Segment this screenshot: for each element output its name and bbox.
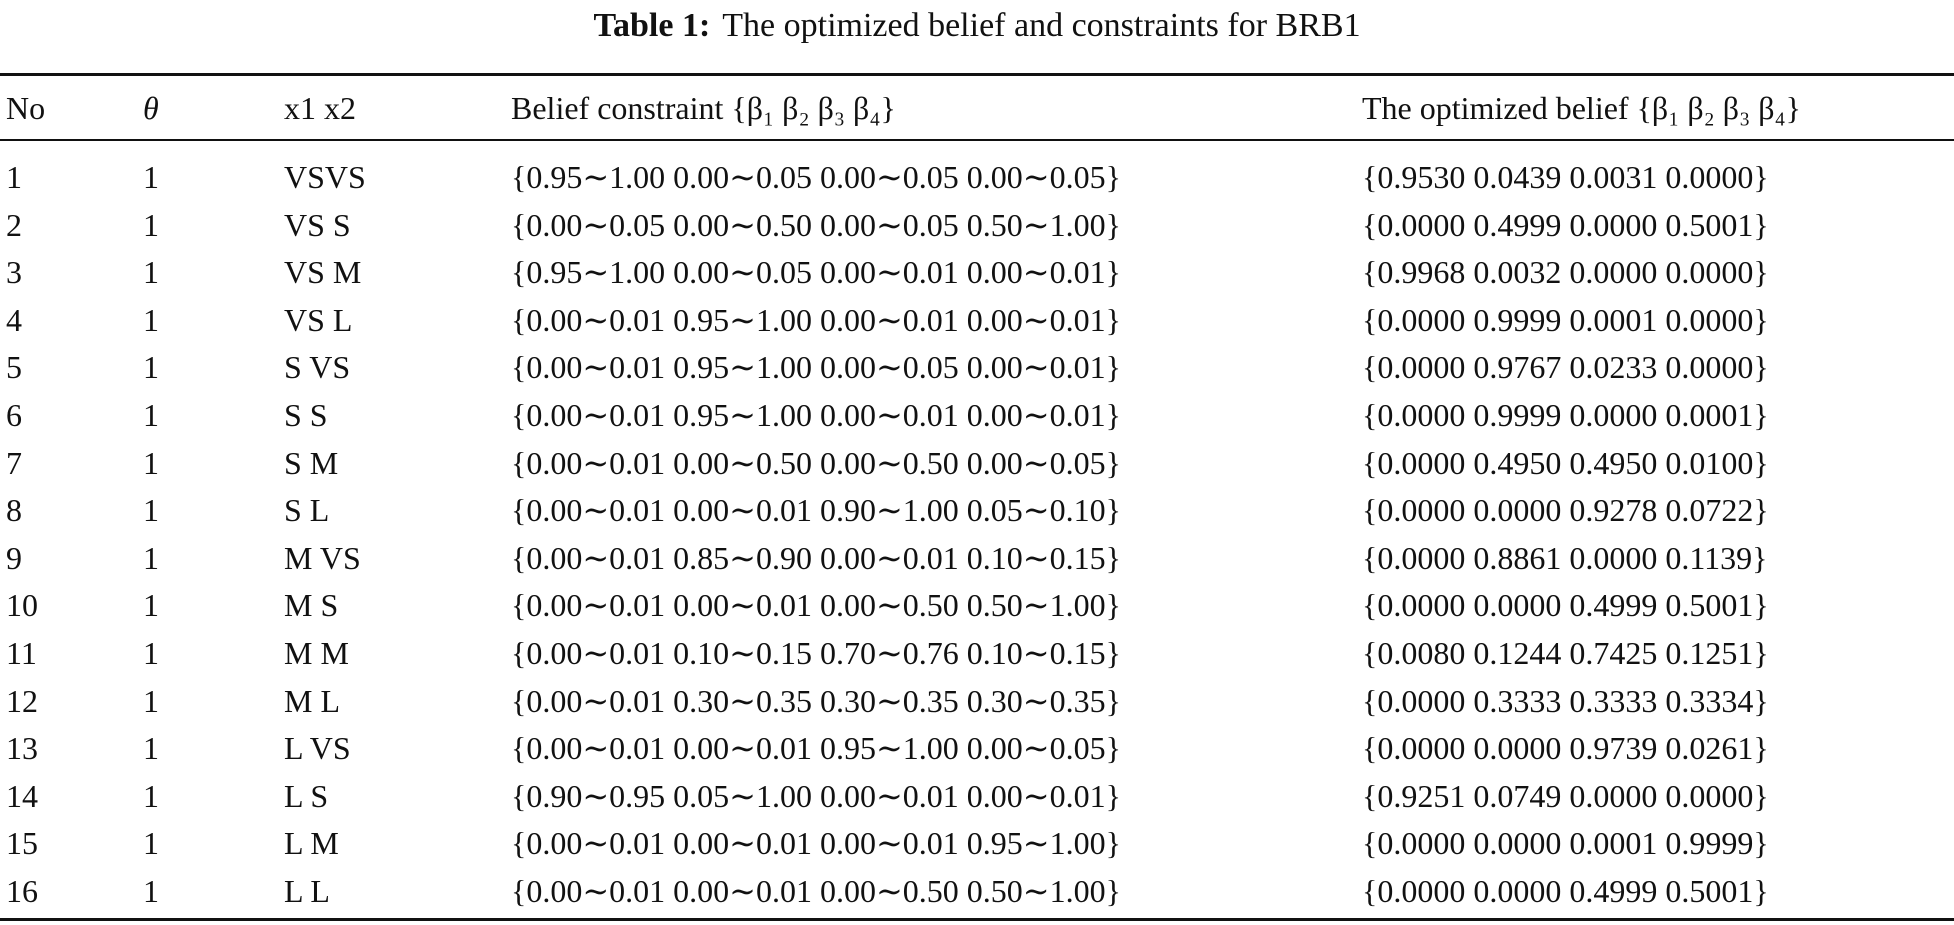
cell-x1-x2: M M [284, 635, 349, 671]
cell-no: 2 [6, 206, 22, 243]
cell-theta: 1 [143, 254, 159, 291]
title-text: The optimized belief and constraints for… [722, 7, 1361, 44]
cell-x1-x2: M S [284, 587, 339, 624]
header-no: No [6, 90, 46, 126]
cell-optimized-belief: {0.0000 0.9999 0.0000 0.0001} [1362, 397, 1769, 433]
cell-theta: 1 [143, 873, 159, 909]
header-x1-x2: x1 x2 [284, 90, 356, 126]
cell-no: 16 [6, 873, 38, 909]
cell-theta: 1 [143, 635, 159, 671]
cell-x1-x2: VS S [284, 206, 351, 243]
cell-x1-x2: S S [284, 397, 328, 433]
cell-theta: 1 [143, 777, 159, 814]
cell-no: 8 [6, 492, 22, 529]
cell-x1-x2: L L [284, 873, 330, 909]
cell-theta: 1 [143, 397, 159, 433]
cell-belief-constraint: {0.00∼0.01 0.85∼0.90 0.00∼0.01 0.10∼0.15… [511, 539, 1121, 576]
header-belief-constraint: Belief constraint {β₁ β₂ β₃ β₄} [511, 90, 896, 126]
cell-belief-constraint: {0.00∼0.01 0.95∼1.00 0.00∼0.01 0.00∼0.01… [511, 397, 1121, 433]
cell-belief-constraint: {0.00∼0.01 0.30∼0.35 0.30∼0.35 0.30∼0.35… [511, 682, 1121, 719]
cell-no: 15 [6, 825, 38, 862]
cell-belief-constraint: {0.95∼1.00 0.00∼0.05 0.00∼0.05 0.00∼0.05… [511, 159, 1121, 195]
cell-theta: 1 [143, 587, 159, 624]
cell-x1-x2: L VS [284, 730, 351, 767]
cell-optimized-belief: {0.9530 0.0439 0.0031 0.0000} [1362, 159, 1769, 195]
cell-theta: 1 [143, 206, 159, 243]
cell-optimized-belief: {0.0000 0.3333 0.3333 0.3334} [1362, 682, 1769, 719]
cell-no: 4 [6, 301, 22, 338]
cell-theta: 1 [143, 349, 159, 386]
cell-belief-constraint: {0.00∼0.01 0.10∼0.15 0.70∼0.76 0.10∼0.15… [511, 635, 1121, 671]
cell-x1-x2: L M [284, 825, 339, 862]
cell-belief-constraint: {0.00∼0.01 0.00∼0.01 0.00∼0.01 0.95∼1.00… [511, 825, 1121, 862]
cell-no: 6 [6, 397, 22, 433]
cell-no: 14 [6, 777, 38, 814]
cell-belief-constraint: {0.95∼1.00 0.00∼0.05 0.00∼0.01 0.00∼0.01… [511, 254, 1121, 291]
cell-x1-x2: S M [284, 444, 339, 481]
cell-x1-x2: VSVS [284, 159, 366, 195]
cell-optimized-belief: {0.0000 0.0000 0.9278 0.0722} [1362, 492, 1769, 529]
cell-no: 1 [6, 159, 22, 195]
table-title: Table 1: The optimized belief and constra… [0, 6, 1954, 46]
cell-x1-x2: L S [284, 777, 329, 814]
cell-optimized-belief: {0.0000 0.0000 0.0001 0.9999} [1362, 825, 1769, 862]
bottom-rule [0, 918, 1954, 921]
cell-optimized-belief: {0.0000 0.0000 0.9739 0.0261} [1362, 730, 1769, 767]
cell-x1-x2: M VS [284, 539, 361, 576]
cell-theta: 1 [143, 539, 159, 576]
cell-belief-constraint: {0.00∼0.01 0.00∼0.01 0.00∼0.50 0.50∼1.00… [511, 873, 1121, 909]
cell-theta: 1 [143, 825, 159, 862]
header-rule [0, 139, 1954, 141]
cell-optimized-belief: {0.0000 0.9999 0.0001 0.0000} [1362, 301, 1769, 338]
cell-optimized-belief: {0.9968 0.0032 0.0000 0.0000} [1362, 254, 1769, 291]
cell-theta: 1 [143, 730, 159, 767]
header-optimized-belief: The optimized belief {β₁ β₂ β₃ β₄} [1362, 90, 1802, 126]
cell-optimized-belief: {0.0000 0.4999 0.0000 0.5001} [1362, 206, 1769, 243]
cell-optimized-belief: {0.9251 0.0749 0.0000 0.0000} [1362, 777, 1769, 814]
cell-belief-constraint: {0.00∼0.01 0.00∼0.01 0.00∼0.50 0.50∼1.00… [511, 587, 1121, 624]
cell-theta: 1 [143, 682, 159, 719]
cell-x1-x2: S L [284, 492, 330, 529]
title-label: Table 1: [593, 7, 711, 44]
cell-no: 13 [6, 730, 38, 767]
cell-theta: 1 [143, 492, 159, 529]
cell-belief-constraint: {0.00∼0.01 0.00∼0.01 0.90∼1.00 0.05∼0.10… [511, 492, 1121, 529]
cell-x1-x2: VS L [284, 301, 353, 338]
cell-x1-x2: M L [284, 682, 340, 719]
cell-no: 5 [6, 349, 22, 386]
top-rule [0, 73, 1954, 76]
cell-belief-constraint: {0.00∼0.01 0.95∼1.00 0.00∼0.01 0.00∼0.01… [511, 301, 1121, 338]
cell-belief-constraint: {0.00∼0.01 0.00∼0.01 0.95∼1.00 0.00∼0.05… [511, 730, 1121, 767]
cell-belief-constraint: {0.90∼0.95 0.05∼1.00 0.00∼0.01 0.00∼0.01… [511, 777, 1121, 814]
cell-x1-x2: S VS [284, 349, 351, 386]
cell-no: 12 [6, 682, 38, 719]
cell-optimized-belief: {0.0080 0.1244 0.7425 0.1251} [1362, 635, 1769, 671]
cell-belief-constraint: {0.00∼0.01 0.00∼0.50 0.00∼0.50 0.00∼0.05… [511, 444, 1121, 481]
cell-x1-x2: VS M [284, 254, 362, 291]
cell-no: 10 [6, 587, 38, 624]
cell-optimized-belief: {0.0000 0.0000 0.4999 0.5001} [1362, 587, 1769, 624]
cell-no: 3 [6, 254, 22, 291]
cell-optimized-belief: {0.0000 0.4950 0.4950 0.0100} [1362, 444, 1769, 481]
cell-no: 11 [6, 635, 37, 671]
cell-theta: 1 [143, 301, 159, 338]
cell-no: 7 [6, 444, 22, 481]
cell-belief-constraint: {0.00∼0.01 0.95∼1.00 0.00∼0.05 0.00∼0.01… [511, 349, 1121, 386]
cell-optimized-belief: {0.0000 0.9767 0.0233 0.0000} [1362, 349, 1769, 386]
cell-theta: 1 [143, 159, 159, 195]
cell-optimized-belief: {0.0000 0.0000 0.4999 0.5001} [1362, 873, 1769, 909]
cell-optimized-belief: {0.0000 0.8861 0.0000 0.1139} [1362, 539, 1768, 576]
header-theta: θ [143, 90, 159, 126]
cell-theta: 1 [143, 444, 159, 481]
cell-belief-constraint: {0.00∼0.05 0.00∼0.50 0.00∼0.05 0.50∼1.00… [511, 206, 1121, 243]
cell-no: 9 [6, 539, 22, 576]
